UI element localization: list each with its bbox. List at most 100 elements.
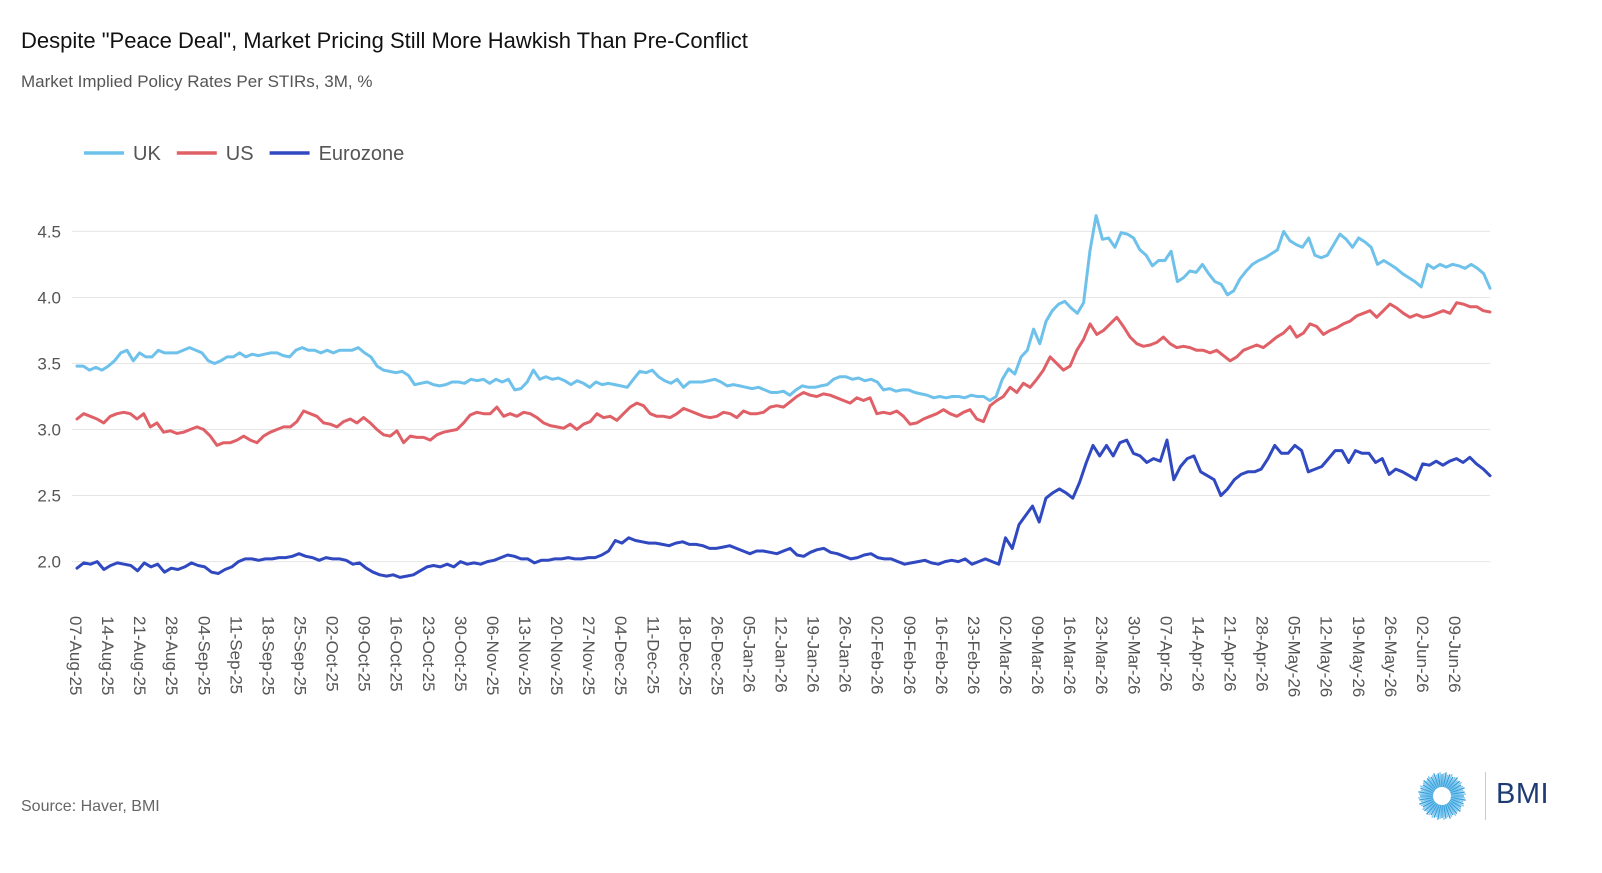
logo-ray [1420, 787, 1435, 794]
logo-ray [1433, 803, 1440, 818]
logo-ray [1422, 782, 1436, 792]
x-tick-label: 19-Jan-26 [804, 616, 823, 693]
x-tick-label: 14-Apr-26 [1188, 616, 1207, 692]
x-tick-label: 25-Sep-25 [290, 616, 309, 695]
x-tick-label: 19-May-26 [1349, 616, 1368, 697]
logo-ray [1419, 793, 1435, 797]
logo-ray [1449, 798, 1464, 805]
x-tick-label: 09-Oct-25 [355, 616, 374, 692]
logo-ray [1441, 803, 1445, 820]
x-tick-label: 21-Aug-25 [130, 616, 149, 695]
y-tick-label: 3.5 [37, 354, 61, 373]
logo-ray [1422, 799, 1436, 808]
x-tick-label: 23-Feb-26 [964, 616, 983, 694]
logo-ray [1448, 785, 1464, 794]
logo-ray [1447, 779, 1459, 791]
y-tick-label: 2.5 [37, 487, 61, 506]
logo-ray [1423, 780, 1437, 792]
logo-ray [1435, 803, 1441, 818]
y-axis: 2.0 2.5 3.0 3.5 4.0 4.5 [37, 222, 61, 571]
chart-title: Despite "Peace Deal", Market Pricing Sti… [21, 28, 748, 53]
gridlines [72, 230, 1490, 563]
logo-ray [1446, 802, 1457, 817]
logo-ray [1435, 774, 1441, 789]
bmi-logo: BMI [1414, 770, 1564, 822]
logo-text: BMI [1496, 778, 1550, 810]
logo-ray [1444, 803, 1451, 819]
x-tick-label: 21-Apr-26 [1221, 616, 1240, 692]
logo-ray [1445, 802, 1454, 816]
x-tick-label: 16-Oct-25 [387, 616, 406, 692]
logo-ray [1425, 779, 1437, 791]
x-tick-label: 07-Aug-25 [66, 616, 85, 695]
x-tick-label: 12-May-26 [1317, 616, 1336, 697]
series-line-us [75, 301, 1492, 447]
logo-ray [1448, 784, 1462, 793]
x-tick-label: 05-Jan-26 [739, 616, 758, 693]
logo-ray [1446, 776, 1456, 790]
x-tick-label: 23-Mar-26 [1092, 616, 1111, 694]
logo-ray [1419, 798, 1435, 805]
bmi-logo-icon [1418, 772, 1466, 820]
logo-ray [1431, 802, 1440, 819]
y-tick-label: 3.0 [37, 421, 61, 440]
logo-ray [1439, 772, 1443, 789]
x-tick-label: 16-Mar-26 [1060, 616, 1079, 694]
chart-subtitle: Market Implied Policy Rates Per STIRs, 3… [21, 72, 373, 91]
logo-ray [1433, 773, 1440, 789]
x-tick-label: 05-May-26 [1285, 616, 1304, 697]
logo-ray [1425, 801, 1437, 813]
logo-ray [1419, 785, 1436, 794]
x-tick-label: 26-May-26 [1381, 616, 1400, 697]
x-tick-label: 28-Apr-26 [1253, 616, 1272, 692]
logo-ray [1443, 774, 1449, 789]
series-line-eurozone [75, 438, 1492, 579]
logo-ray [1449, 796, 1466, 801]
x-tick-label: 28-Aug-25 [162, 616, 181, 695]
x-axis: 07-Aug-25 14-Aug-25 21-Aug-25 28-Aug-25 04-S… [66, 616, 1464, 697]
x-tick-label: 09-Feb-26 [900, 616, 919, 694]
logo-ray [1443, 803, 1449, 818]
x-tick-label: 30-Mar-26 [1124, 616, 1143, 694]
x-tick-label: 09-Jun-26 [1445, 616, 1464, 693]
logo-ray [1444, 774, 1451, 789]
legend-label-eurozone: Eurozone [319, 143, 405, 165]
logo-ray [1430, 776, 1439, 790]
source-note: Source: Haver, BMI [21, 798, 160, 815]
x-tick-label: 04-Dec-25 [611, 616, 630, 695]
logo-ray [1449, 795, 1465, 799]
logo-ray [1418, 791, 1435, 796]
y-tick-label: 4.5 [37, 222, 61, 241]
logo-ray [1439, 803, 1443, 819]
x-tick-label: 11-Sep-25 [226, 616, 245, 694]
x-tick-label: 30-Oct-25 [451, 616, 470, 692]
logo-ray [1427, 775, 1438, 790]
x-tick-label: 02-Jun-26 [1413, 616, 1432, 693]
logo-ray [1449, 793, 1466, 797]
series-lines [75, 214, 1492, 579]
logo-ray [1426, 777, 1438, 791]
x-tick-label: 16-Feb-26 [932, 616, 951, 694]
logo-ray [1448, 800, 1462, 810]
x-tick-label: 20-Nov-25 [547, 616, 566, 695]
logo-ray [1444, 802, 1453, 818]
x-tick-label: 02-Oct-25 [323, 616, 342, 692]
logo-ray [1447, 801, 1459, 813]
x-tick-label: 11-Dec-25 [643, 616, 662, 694]
logo-ray [1442, 803, 1447, 819]
x-tick-label: 02-Mar-26 [996, 616, 1015, 694]
legend-label-us: US [226, 143, 254, 165]
logo-ray [1418, 795, 1435, 799]
logo-ray [1442, 772, 1447, 789]
x-tick-label: 02-Feb-26 [868, 616, 887, 694]
logo-ray [1441, 773, 1445, 789]
y-tick-label: 2.0 [37, 553, 61, 572]
logo-ray [1420, 789, 1435, 795]
logo-ray [1431, 774, 1440, 790]
logo-divider [1485, 772, 1486, 820]
logo-ray [1449, 791, 1465, 796]
logo-ray [1437, 803, 1442, 820]
logo-ray [1422, 784, 1436, 793]
logo-ray [1446, 777, 1458, 791]
x-tick-label: 27-Nov-25 [579, 616, 598, 695]
